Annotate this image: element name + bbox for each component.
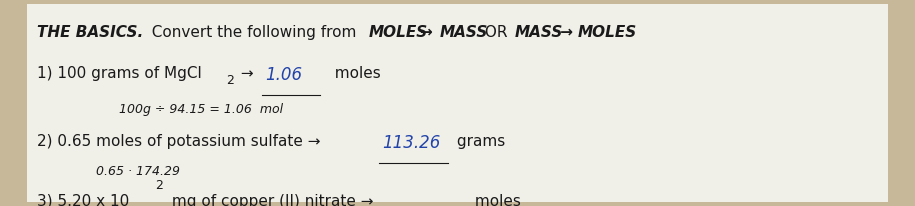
- FancyBboxPatch shape: [27, 4, 888, 202]
- Text: mg of copper (II) nitrate →: mg of copper (II) nitrate →: [167, 194, 378, 206]
- Text: →: →: [420, 25, 438, 40]
- Text: Convert the following from: Convert the following from: [142, 25, 361, 40]
- Text: 100g ÷ 94.15 = 1.06  mol: 100g ÷ 94.15 = 1.06 mol: [119, 103, 283, 116]
- Text: 0.65 · 174.29: 0.65 · 174.29: [96, 165, 180, 178]
- Text: MASS: MASS: [440, 25, 489, 40]
- Text: MOLES: MOLES: [577, 25, 637, 40]
- Text: 1) 100 grams of MgCl: 1) 100 grams of MgCl: [37, 66, 201, 81]
- Text: THE BASICS.: THE BASICS.: [37, 25, 143, 40]
- Text: →: →: [236, 66, 259, 81]
- Text: 3) 5.20 x 10: 3) 5.20 x 10: [37, 194, 129, 206]
- Text: 113.26: 113.26: [382, 134, 441, 152]
- Text: 2: 2: [226, 74, 234, 87]
- Text: 2) 0.65 moles of potassium sulfate →: 2) 0.65 moles of potassium sulfate →: [37, 134, 325, 149]
- Text: grams: grams: [452, 134, 505, 149]
- Text: 2: 2: [156, 179, 164, 192]
- Text: MOLES: MOLES: [369, 25, 428, 40]
- Text: moles: moles: [470, 194, 522, 206]
- Text: moles: moles: [325, 66, 381, 81]
- Text: 1.06: 1.06: [265, 66, 303, 84]
- Text: OR: OR: [480, 25, 512, 40]
- Text: MASS: MASS: [515, 25, 564, 40]
- Text: →: →: [555, 25, 578, 40]
